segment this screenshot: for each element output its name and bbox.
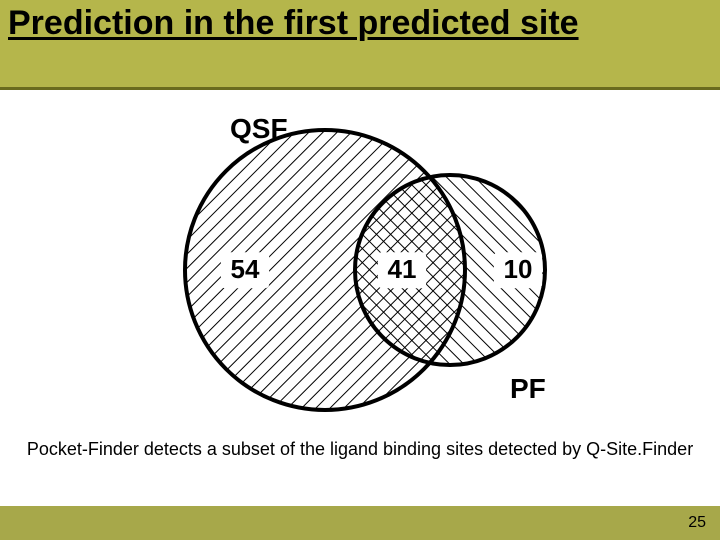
page-number: 25: [688, 514, 706, 532]
venn-set-label: PF: [510, 373, 546, 404]
svg-text:54: 54: [231, 254, 260, 284]
venn-value-only-b: 10: [494, 252, 542, 288]
venn-value-only-a: 54: [221, 252, 269, 288]
venn-diagram: QSF PF 54 41 10: [100, 100, 620, 430]
title-underline: [0, 87, 720, 90]
footer-band: [0, 506, 720, 540]
venn-svg: QSF PF 54 41 10: [100, 100, 620, 430]
svg-text:41: 41: [388, 254, 417, 284]
slide: Prediction in the first predicted site Q…: [0, 0, 720, 540]
venn-set-label: QSF: [230, 113, 288, 144]
caption-text: Pocket-Finder detects a subset of the li…: [0, 438, 720, 461]
svg-text:10: 10: [504, 254, 533, 284]
slide-title: Prediction in the first predicted site: [8, 4, 579, 43]
venn-value-intersect: 41: [378, 252, 426, 288]
